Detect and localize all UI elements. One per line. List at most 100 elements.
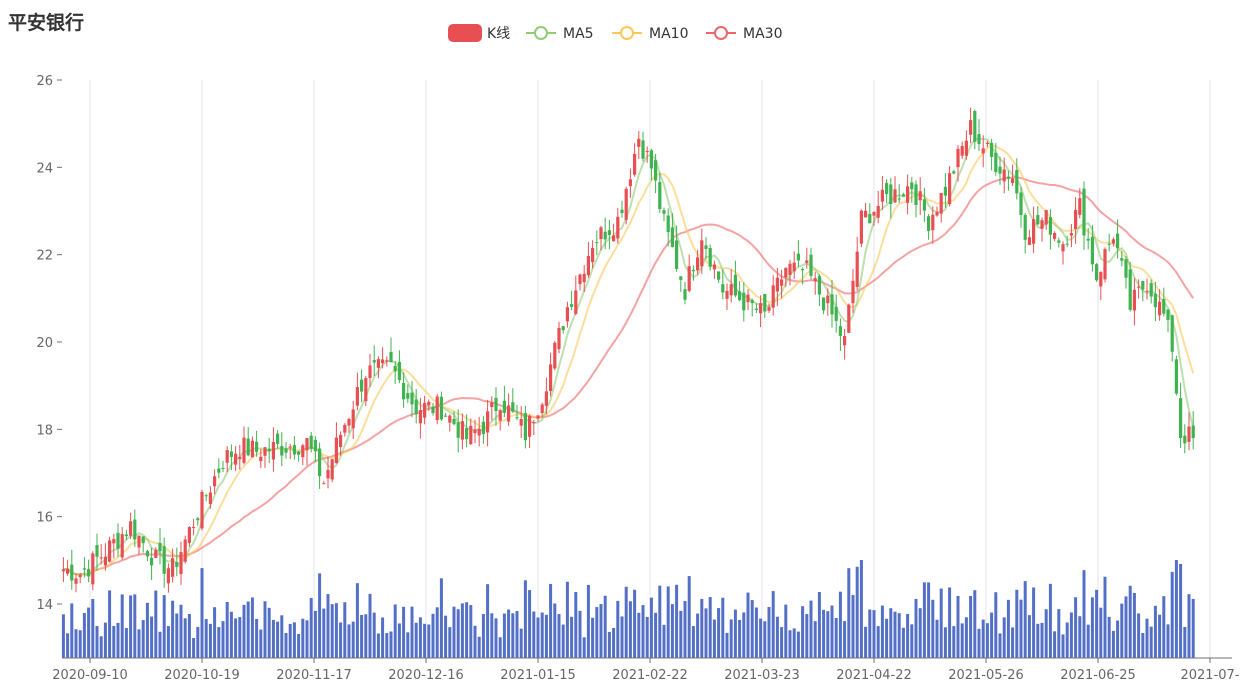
candle-body xyxy=(826,295,830,304)
candle-body xyxy=(208,492,212,504)
volume-bar xyxy=(1187,594,1191,658)
x-tick-label: 2021-04-22 xyxy=(836,668,912,683)
candle-body xyxy=(1048,217,1052,235)
candle-body xyxy=(145,551,149,557)
candle xyxy=(851,269,855,313)
candle-body xyxy=(994,152,998,173)
volume-bar xyxy=(855,566,859,658)
candle-body xyxy=(557,327,561,350)
legend-circle-swatch xyxy=(534,26,548,40)
candle xyxy=(696,249,700,275)
volume-bar xyxy=(1120,603,1124,658)
candle-body xyxy=(166,568,170,584)
volume-bar xyxy=(1128,585,1132,658)
candle-body xyxy=(620,209,624,214)
volume-bar xyxy=(805,614,809,658)
volume-bar xyxy=(288,623,292,658)
candle-body xyxy=(1132,289,1136,311)
candle xyxy=(108,536,112,563)
volume-bar xyxy=(267,607,271,658)
candle xyxy=(708,244,712,271)
candle-body xyxy=(654,160,658,181)
legend: K线 MA5 MA10 MA30 xyxy=(448,24,782,42)
candle xyxy=(691,265,695,281)
candle-body xyxy=(813,278,817,282)
volume-bar xyxy=(1183,627,1187,658)
candle-body xyxy=(1082,188,1086,236)
candle xyxy=(423,395,427,425)
volume-bar xyxy=(754,607,758,658)
volume-bar xyxy=(393,604,397,658)
candle-body xyxy=(637,138,641,147)
candle xyxy=(360,369,364,403)
candle xyxy=(780,269,784,299)
legend-item-ma5: MA5 xyxy=(526,26,594,42)
candle-body xyxy=(624,188,628,220)
volume-bar xyxy=(124,628,128,658)
candle xyxy=(469,418,473,446)
candle-body xyxy=(658,182,662,210)
x-tick-label: 2020-10-19 xyxy=(164,668,240,683)
volume-bar xyxy=(385,633,389,658)
candle-body xyxy=(1107,243,1111,245)
candle xyxy=(87,559,91,583)
volume-bar xyxy=(809,600,813,658)
candle xyxy=(334,422,338,464)
candle xyxy=(1065,235,1069,248)
candle-body xyxy=(599,227,603,240)
candle-body xyxy=(1090,236,1094,265)
candle-body xyxy=(859,210,863,244)
candle xyxy=(645,146,649,163)
volume-bar xyxy=(721,597,725,658)
candle-body xyxy=(431,406,435,414)
candle-body xyxy=(1069,233,1073,236)
volume-bar xyxy=(1086,624,1090,658)
volume-bar xyxy=(145,602,149,658)
candle xyxy=(750,298,754,317)
legend-item-ma10: MA10 xyxy=(612,26,688,42)
candle xyxy=(418,398,422,439)
candle-body xyxy=(213,476,217,487)
candle-body xyxy=(679,276,683,280)
candle xyxy=(66,559,70,576)
volume-bar xyxy=(523,580,527,658)
candle-body xyxy=(427,401,431,406)
x-tick-label: 2020-12-16 xyxy=(388,668,464,683)
candle xyxy=(973,109,977,150)
candle xyxy=(893,176,897,203)
volume-bar xyxy=(360,614,364,658)
candle-body xyxy=(255,441,259,452)
candle-body xyxy=(137,535,141,548)
volume-bar xyxy=(880,605,884,658)
volume-bar xyxy=(1191,598,1195,658)
volume-bar xyxy=(208,623,212,658)
candle xyxy=(1044,209,1048,230)
candle xyxy=(813,271,817,295)
candle xyxy=(830,280,834,328)
candle xyxy=(591,240,595,269)
candle xyxy=(990,138,994,171)
candle-body xyxy=(796,253,800,261)
volume-bar xyxy=(171,600,175,658)
x-tick-label: 2021-07- xyxy=(1180,668,1239,683)
y-tick-label: 26 xyxy=(36,74,53,89)
y-tick-label: 14 xyxy=(36,598,53,613)
candle xyxy=(1107,233,1111,252)
candle-body xyxy=(490,402,494,408)
volume-bar xyxy=(355,583,359,658)
candle-body xyxy=(444,415,448,417)
volume-bar xyxy=(582,637,586,658)
volume-bar xyxy=(624,586,628,658)
candle xyxy=(1040,217,1044,242)
candle xyxy=(809,247,813,280)
candle-body xyxy=(364,378,368,402)
volume-bar xyxy=(906,613,910,658)
candle xyxy=(137,535,141,555)
candle-body xyxy=(1174,359,1178,394)
volume-bar xyxy=(553,603,557,658)
volume-bar xyxy=(570,616,574,658)
volume-bar xyxy=(1103,576,1107,658)
candle-body xyxy=(196,518,200,521)
volume-bar xyxy=(658,585,662,658)
candle xyxy=(658,172,662,213)
